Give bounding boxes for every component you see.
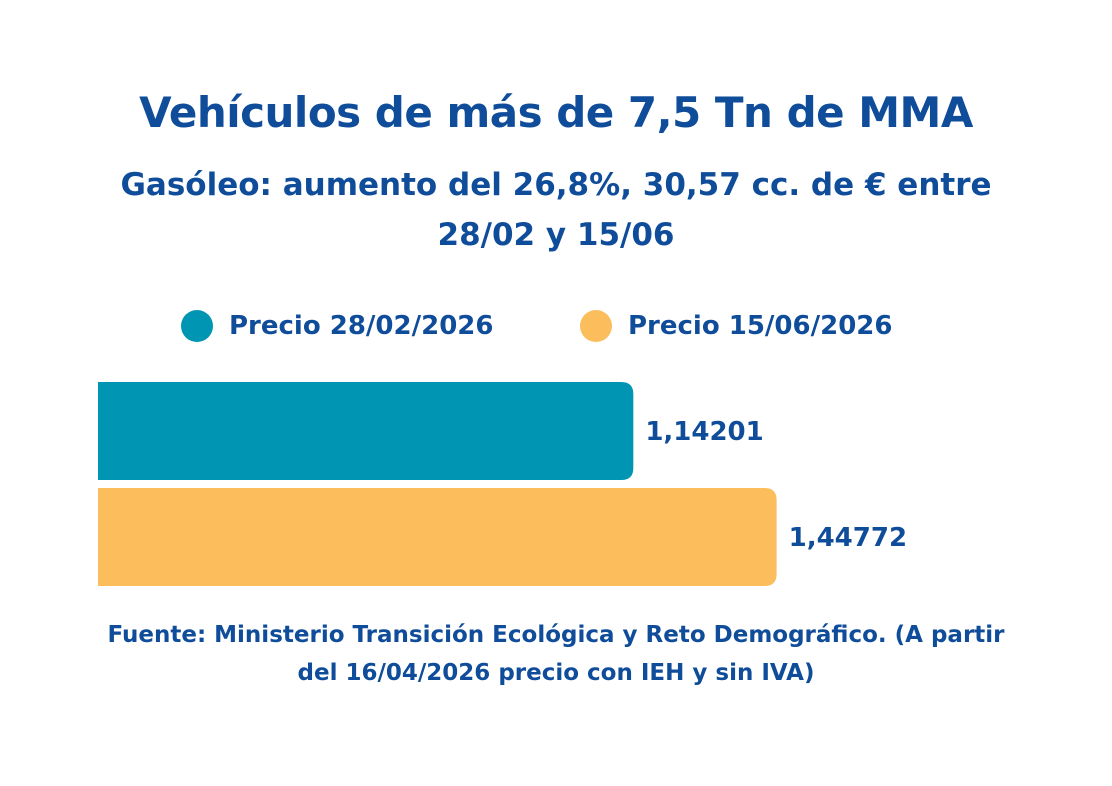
legend-label: Precio 15/06/2026 [628,311,893,341]
bar-chart: 1,14201 1,44772 [98,382,907,586]
bar-1 [98,382,634,480]
legend-swatch-circle-icon [181,310,213,342]
data-label-1: 1,14201 [645,417,763,447]
chart-title: Vehículos de más de 7,5 Tn de MMA [139,88,973,137]
legend-item-precio-28-02-2026: Precio 28/02/2026 [181,306,493,346]
legend-label: Precio 28/02/2026 [229,311,494,341]
legend-swatch-circle-icon [580,310,612,342]
source-note: Fuente: Ministerio Transición Ecológica … [107,622,1005,686]
legend-item-precio-15-06-2026: Precio 15/06/2026 [580,306,892,346]
data-label-2: 1,44772 [789,523,907,553]
bar-2 [98,488,777,586]
legend: Precio 28/02/2026 Precio 15/06/2026 [0,306,1112,346]
chart-subtitle: Gasóleo: aumento del 26,8%, 30,57 cc. de… [120,167,992,253]
